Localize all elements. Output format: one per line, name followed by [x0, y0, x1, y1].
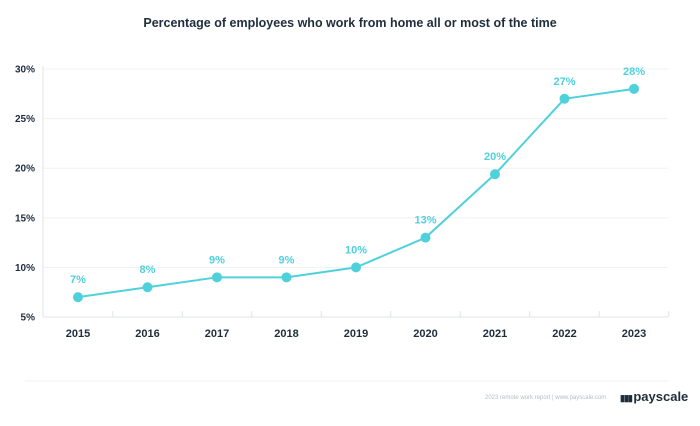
y-tick-label: 20%: [15, 164, 35, 175]
y-tick-label: 25%: [15, 114, 35, 125]
data-label: 9%: [209, 254, 225, 266]
data-label: 27%: [553, 76, 575, 88]
logo-text: payscale: [633, 389, 689, 404]
data-label: 13%: [414, 215, 436, 227]
footer-text: 2023 remote work report | www.payscale.c…: [485, 395, 607, 401]
data-label: 20%: [484, 151, 506, 163]
x-tick-label: 2018: [274, 328, 298, 340]
data-label: 28%: [623, 66, 645, 78]
x-tick-label: 2019: [344, 328, 368, 340]
data-label: 9%: [279, 254, 295, 266]
x-tick-label: 2017: [205, 328, 229, 340]
data-label: 10%: [345, 244, 367, 256]
payscale-logo: ▮▮▮ payscale: [620, 389, 688, 404]
y-tick-label: 10%: [15, 263, 35, 274]
data-point: [559, 93, 570, 104]
x-tick-label: 2015: [66, 328, 90, 340]
data-point: [351, 262, 361, 273]
x-tick-label: 2021: [483, 328, 507, 340]
data-label: 7%: [70, 274, 86, 286]
x-tick-label: 2022: [552, 328, 576, 340]
x-tick-label: 2023: [622, 328, 646, 340]
data-point: [142, 282, 153, 293]
data-point: [490, 169, 500, 180]
chart-title: Percentage of employees who work from ho…: [143, 16, 557, 30]
x-tick-label: 2016: [135, 328, 159, 340]
y-tick-label: 30%: [15, 65, 35, 76]
data-point: [281, 272, 292, 283]
data-point: [629, 83, 639, 94]
data-point: [420, 232, 431, 243]
x-tick-label: 2020: [413, 328, 437, 340]
data-point: [212, 272, 222, 283]
data-label: 8%: [140, 264, 156, 276]
logo-bars-icon: ▮▮▮: [620, 393, 634, 403]
y-tick-label: 5%: [21, 313, 36, 324]
y-tick-label: 15%: [15, 213, 35, 224]
data-point: [73, 292, 83, 303]
